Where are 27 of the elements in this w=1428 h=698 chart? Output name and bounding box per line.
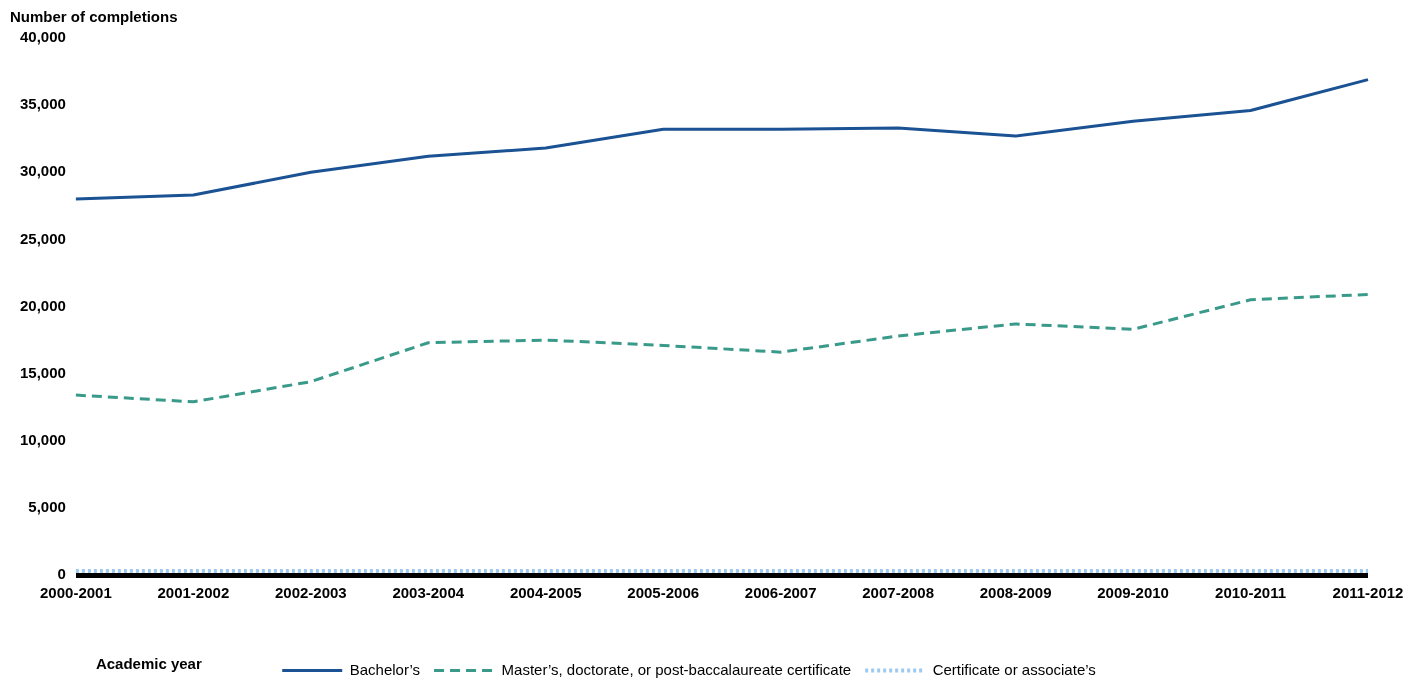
y-tick-label: 20,000 [19,296,66,314]
x-tick-label: 2009-2010 [1097,584,1169,602]
y-tick-label: 35,000 [19,95,66,113]
y-axis-title: Number of completions [10,7,178,25]
y-tick-label: 25,000 [19,229,66,247]
y-tick-label: 30,000 [19,162,66,180]
y-tick-label: 10,000 [19,430,66,448]
x-tick-label: 2000-2001 [40,584,112,602]
legend-label: Bachelor’s [349,660,421,678]
x-axis-title: Academic year [95,654,202,672]
y-tick-label: 0 [57,565,66,583]
x-tick-label: 2003-2004 [392,584,465,602]
x-tick-label: 2007-2008 [862,584,934,602]
y-tick-label: 15,000 [19,363,66,381]
x-tick-label: 2002-2003 [274,584,347,602]
x-tick-label: 2008-2009 [979,584,1052,602]
x-tick-label: 2011-2012 [1332,584,1404,602]
y-tick-label: 5,000 [28,498,66,516]
legend-label: Master’s, doctorate, or post-baccalaureate certificate [501,660,852,678]
legend-label: Certificate or associate’s [932,660,1096,678]
x-tick-label: 2001-2002 [157,584,230,602]
line-series [74,292,1370,404]
x-tick-label: 2004-2005 [509,584,582,602]
x-tick-label: 2006-2007 [744,584,817,602]
y-tick-label: 40,000 [19,28,66,46]
x-tick-label: 2010-2011 [1215,584,1286,602]
x-tick-label: 2005-2006 [627,584,700,602]
